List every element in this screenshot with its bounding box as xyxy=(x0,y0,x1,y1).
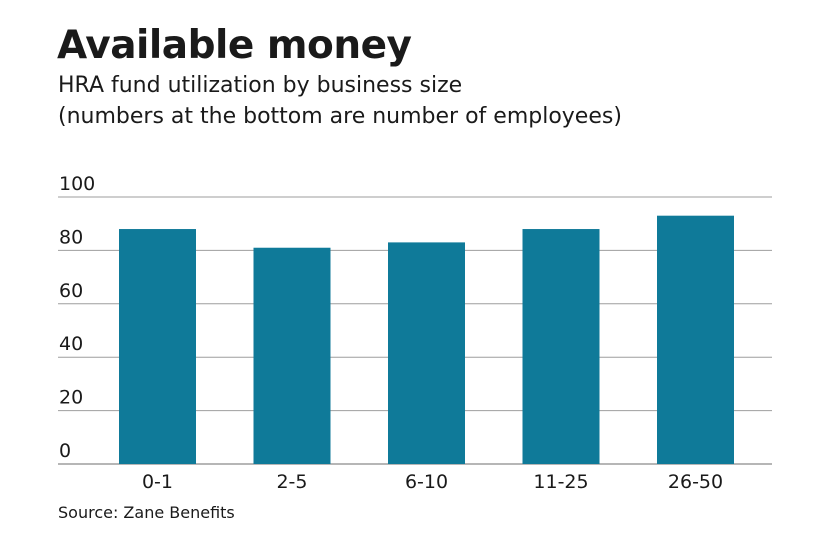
bar-0-1 xyxy=(119,229,196,464)
y-tick-label: 0 xyxy=(59,440,71,462)
chart-title: Available money xyxy=(57,23,412,68)
y-tick-label: 20 xyxy=(59,387,83,409)
x-tick-label: 2-5 xyxy=(276,471,307,493)
y-tick-label: 40 xyxy=(59,333,83,355)
chart-subtitle: HRA fund utilization by business size (n… xyxy=(58,70,818,132)
x-tick-label: 6-10 xyxy=(405,471,448,493)
y-tick-label: 100 xyxy=(59,173,95,195)
x-axis-ticks: 0-1 2-5 6-10 11-25 26-50 xyxy=(142,471,723,493)
bars xyxy=(119,215,734,464)
bar-11-25 xyxy=(522,229,600,464)
x-tick-label: 11-25 xyxy=(533,471,588,493)
subtitle-line-2: (numbers at the bottom are number of emp… xyxy=(58,104,622,129)
x-tick-label: 26-50 xyxy=(668,471,723,493)
subtitle-line-1: HRA fund utilization by business size xyxy=(58,73,463,98)
bar-6-10 xyxy=(388,242,465,464)
y-axis-ticks: 0 20 40 60 80 100 xyxy=(59,173,95,462)
bar-2-5 xyxy=(253,247,331,464)
source-note: Source: Zane Benefits xyxy=(58,503,235,522)
x-tick-label: 0-1 xyxy=(142,471,173,493)
y-tick-label: 60 xyxy=(59,280,83,302)
y-tick-label: 80 xyxy=(59,226,83,248)
bar-26-50 xyxy=(657,215,734,464)
